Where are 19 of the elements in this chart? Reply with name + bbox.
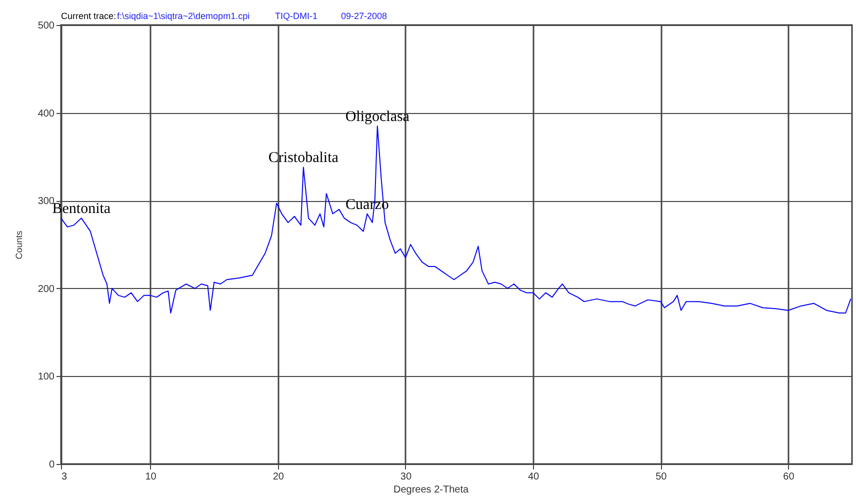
x-tick-label: 20 (272, 472, 284, 482)
y-tick-label: 500 (38, 20, 55, 32)
text: TIQ-DMI-1 (275, 11, 318, 21)
x-tick-label: 10 (145, 472, 157, 482)
x-tick-label: 30 (400, 472, 412, 482)
y-tick-label: 0 (48, 460, 55, 470)
x-tick-label: 3 (62, 472, 68, 482)
x-tick-label: 60 (783, 472, 795, 482)
y-tick-label: 100 (38, 372, 55, 383)
x-tick-label: 50 (656, 472, 668, 482)
text: 09-27-2008 (341, 11, 388, 21)
x-tick-label: 40 (528, 472, 540, 482)
text: Current trace: (61, 11, 116, 21)
text: f:\siqdia~1\siqtra~2\demopm1.cpi (117, 11, 250, 21)
x-axis-title: Degrees 2-Theta (394, 484, 469, 496)
y-axis-title: Counts (14, 230, 24, 260)
y-tick-label: 400 (38, 108, 55, 120)
y-tick-label: 300 (38, 196, 55, 208)
y-tick-label: 200 (38, 284, 55, 295)
